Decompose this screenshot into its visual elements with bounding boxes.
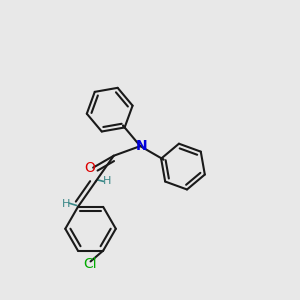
Text: Cl: Cl [84, 257, 98, 272]
Text: N: N [136, 139, 148, 153]
Text: H: H [103, 176, 111, 186]
Text: H: H [62, 199, 70, 209]
Text: O: O [85, 160, 96, 175]
